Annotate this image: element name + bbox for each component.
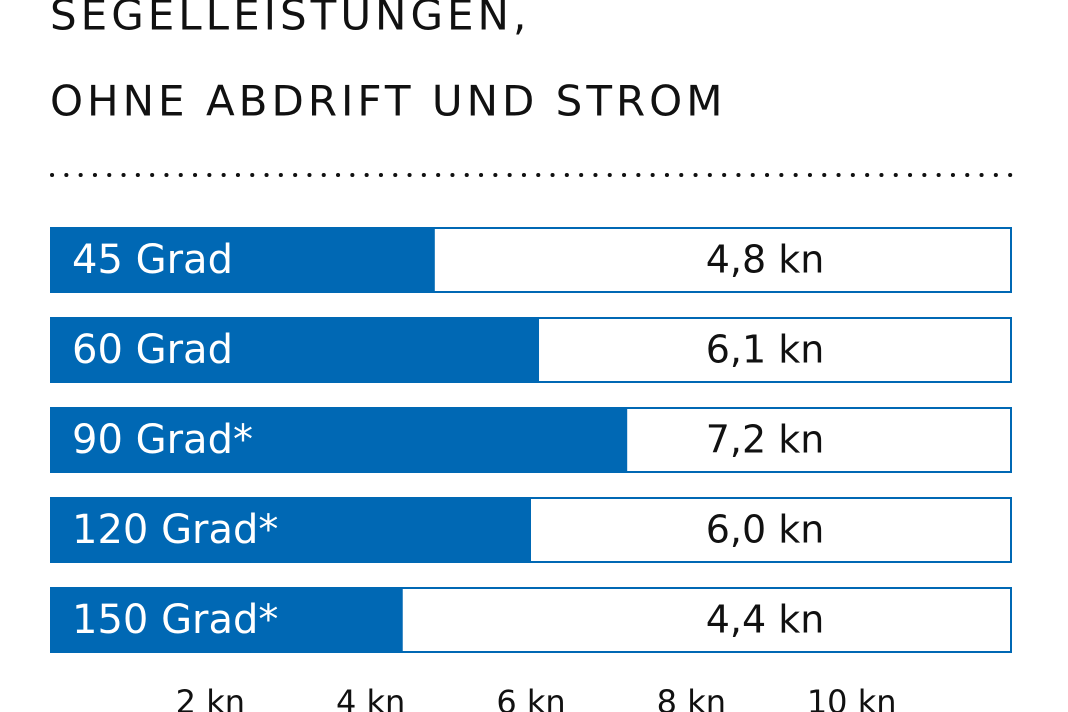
x-tick-label: 4 kn xyxy=(336,683,405,712)
category-label: 120 Grad* xyxy=(72,507,278,553)
category-label: 45 Grad xyxy=(72,237,233,283)
bar xyxy=(50,227,435,293)
bar xyxy=(50,587,403,653)
category-label: 150 Grad* xyxy=(72,597,278,643)
x-tick-label: 6 kn xyxy=(496,683,565,712)
value-label: 4,8 kn xyxy=(706,238,825,282)
bar xyxy=(50,497,531,563)
x-tick-label: 2 kn xyxy=(176,683,245,712)
x-tick-label: 10 kn xyxy=(807,683,897,712)
category-label: 90 Grad* xyxy=(72,417,253,463)
bar xyxy=(50,407,628,473)
value-label: 6,1 kn xyxy=(706,328,825,372)
chart-title: SEGELLEISTUNGEN, xyxy=(50,0,530,40)
x-tick-label: 8 kn xyxy=(657,683,726,712)
bar xyxy=(50,317,540,383)
value-label: 4,4 kn xyxy=(706,598,825,642)
category-label: 60 Grad xyxy=(72,327,233,373)
chart-title: OHNE ABDRIFT UND STROM xyxy=(50,77,726,126)
value-label: 6,0 kn xyxy=(706,508,825,552)
value-label: 7,2 kn xyxy=(706,418,825,462)
